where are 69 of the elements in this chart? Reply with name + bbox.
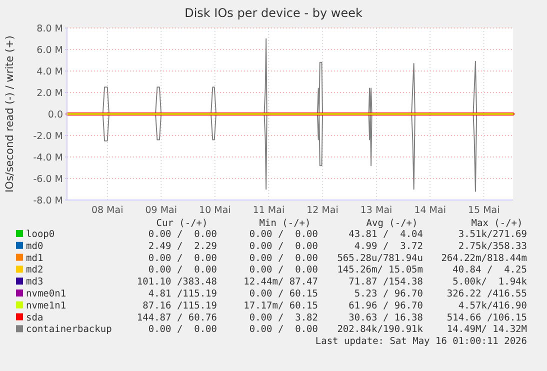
text: 145.26m/ 15.05m bbox=[337, 264, 424, 276]
text: 30.63 / 16.38 bbox=[348, 312, 424, 324]
y-tick-label: -6.0 M bbox=[33, 174, 63, 185]
text: 565.28u/781.94u bbox=[337, 252, 423, 264]
text: 2.75k/358.33 bbox=[458, 240, 527, 252]
text: 4.57k/416.90 bbox=[458, 300, 528, 312]
x-tick-label: 09 Mai bbox=[145, 205, 178, 216]
text: Cur (-/+) bbox=[156, 218, 208, 229]
text: 0.00 / 0.00 bbox=[249, 229, 318, 240]
text: Min (-/+) bbox=[259, 218, 311, 229]
text: 4.81 /115.19 bbox=[148, 288, 218, 300]
y-tick-label: 8.0 M bbox=[36, 24, 63, 34]
chart-title: Disk IOs per device - by week bbox=[184, 6, 362, 20]
x-tick-label: 15 Mai bbox=[468, 205, 500, 216]
text: 14.49M/ 14.32M bbox=[446, 324, 528, 336]
y-tick-label: 2.0 M bbox=[36, 88, 63, 99]
text: 0.00 / 0.00 bbox=[249, 264, 318, 276]
text: 264.22m/818.44m bbox=[441, 252, 528, 264]
text: 0.00 / 60.15 bbox=[249, 288, 318, 300]
y-tick-label: 4.0 M bbox=[36, 66, 63, 78]
y-tick-label: 0.0 bbox=[48, 110, 63, 120]
text: 4.99 / 3.72 bbox=[354, 240, 423, 252]
legend-label: md2 bbox=[26, 264, 44, 276]
y-axis-title: IOs/second read (-) / write (+) bbox=[4, 35, 16, 193]
text: 0.00 / 0.00 bbox=[148, 324, 218, 336]
text: 514.66 /106.15 bbox=[446, 312, 527, 324]
y-tick-label: -4.0 M bbox=[33, 152, 63, 164]
text: 144.87 / 60.76 bbox=[136, 312, 218, 324]
text: 0.00 / 3.82 bbox=[249, 312, 318, 324]
legend-label: nvme1n1 bbox=[26, 300, 66, 312]
text: 2.49 / 2.29 bbox=[148, 240, 218, 252]
text: Avg (-/+) bbox=[366, 218, 418, 229]
legend-label: sda bbox=[26, 312, 44, 324]
text: Last update: Sat May 16 01:00:11 2026 bbox=[315, 336, 528, 348]
text: 101.10 /383.48 bbox=[136, 276, 218, 288]
text: 0.00 / 0.00 bbox=[249, 324, 318, 336]
text: 3.51k/271.69 bbox=[458, 229, 528, 240]
legend-label: md0 bbox=[26, 240, 44, 252]
text: 40.84 / 4.25 bbox=[452, 264, 527, 276]
text: 0.00 / 0.00 bbox=[148, 264, 218, 276]
text: 0.00 / 0.00 bbox=[148, 252, 218, 264]
text: 0.00 / 0.00 bbox=[249, 240, 318, 252]
text: 61.96 / 96.70 bbox=[348, 300, 424, 312]
text: 17.17m/ 60.15 bbox=[244, 300, 318, 312]
legend-label: md3 bbox=[26, 276, 44, 288]
x-tick-label: 10 Mai bbox=[199, 205, 231, 216]
x-tick-label: 11 Mai bbox=[252, 205, 285, 216]
text: 0.00 / 0.00 bbox=[148, 229, 218, 240]
text: 5.00k/ 1.94k bbox=[452, 276, 528, 288]
x-tick-label: 13 Mai bbox=[360, 205, 392, 216]
text: 326.22 /416.55 bbox=[446, 288, 527, 300]
x-tick-label: 14 Mai bbox=[414, 205, 446, 216]
y-tick-label: -2.0 M bbox=[33, 131, 63, 142]
x-tick-label: 12 Mai bbox=[306, 205, 338, 216]
legend-label: md1 bbox=[26, 252, 44, 264]
text: 12.44m/ 87.47 bbox=[244, 276, 318, 288]
legend-label: nvme0n1 bbox=[26, 288, 66, 300]
x-tick-label: 08 Mai bbox=[91, 205, 124, 216]
text: 43.81 / 4.04 bbox=[348, 229, 424, 240]
text: 0.00 / 0.00 bbox=[249, 252, 318, 264]
text: 71.87 /154.38 bbox=[348, 276, 424, 288]
text: 5.23 / 96.70 bbox=[354, 288, 424, 300]
text: Max (-/+) bbox=[471, 218, 523, 229]
text: 202.84k/190.91k bbox=[337, 324, 424, 336]
y-tick-label: -8.0 M bbox=[33, 196, 63, 206]
text: 87.16 /115.19 bbox=[142, 300, 218, 312]
legend-label: loop0 bbox=[26, 229, 55, 240]
legend-label: containerbackup bbox=[26, 324, 112, 336]
y-tick-label: 6.0 M bbox=[36, 45, 63, 56]
